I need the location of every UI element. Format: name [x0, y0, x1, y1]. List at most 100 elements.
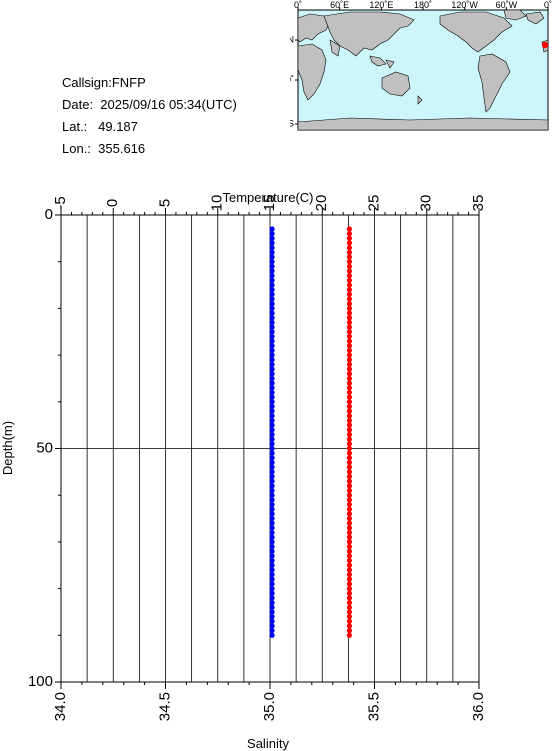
salinity-point [269, 347, 275, 354]
salinity-point [269, 562, 275, 568]
temperature-point [346, 315, 353, 321]
temperature-point [346, 249, 353, 255]
map-longitude-label: 60˚W [496, 0, 518, 10]
temperature-point [346, 497, 353, 503]
temperature-tick-label: -5 [52, 196, 69, 209]
temperature-point [346, 445, 353, 452]
salinity-tick-label: 34.0 [52, 692, 69, 721]
salinity-point [269, 455, 275, 461]
temperature-point [346, 478, 353, 484]
temperature-point [346, 431, 353, 438]
temperature-point [346, 282, 353, 288]
salinity-point [269, 441, 275, 447]
temperature-point [346, 347, 353, 354]
temperature-point [346, 389, 353, 396]
temperature-point [346, 525, 353, 531]
salinity-point [269, 632, 275, 638]
temperature-point [346, 553, 353, 559]
salinity-point [269, 478, 275, 484]
map-land [297, 9, 549, 131]
depth-tick-label: 100 [28, 673, 53, 690]
temperature-point [346, 427, 353, 433]
salinity-point [269, 287, 275, 293]
longitude-text: Lon.: 355.616 [62, 141, 146, 156]
callsign-text: Callsign:FNFP [62, 75, 146, 90]
salinity-point [269, 305, 275, 311]
temperature-point [346, 469, 353, 475]
temperature-point [346, 408, 353, 414]
salinity-tick-label: 35.0 [261, 692, 278, 721]
temperature-point [346, 301, 353, 307]
float-location-marker [541, 41, 549, 49]
location-map: 0˚ 60˚E 120˚E 180˚ 120˚W 60˚W 0˚ 60˚N 0˚ 60˚S [290, 0, 552, 131]
salinity-point [269, 464, 275, 470]
salinity-point [269, 604, 275, 610]
depth-tick-label: 50 [36, 439, 53, 456]
salinity-point [269, 492, 275, 498]
depth-axis: 0 50 100 [28, 206, 61, 690]
salinity-point [269, 553, 275, 559]
temperature-point [346, 417, 353, 424]
salinity-point [269, 282, 275, 288]
salinity-series [269, 226, 275, 638]
salinity-point [269, 576, 275, 582]
temperature-point [346, 413, 353, 419]
temperature-point [346, 319, 353, 326]
temperature-point [346, 399, 353, 405]
salinity-point [269, 529, 275, 536]
salinity-point [269, 623, 275, 629]
temperature-point [346, 576, 353, 582]
temperature-point [346, 487, 353, 494]
temperature-point [346, 595, 353, 601]
temperature-point [346, 600, 353, 606]
temperature-point [346, 492, 353, 498]
temperature-axis: -5 0 5 10 15 20 25 30 35 [52, 195, 487, 215]
salinity-axis-title: Salinity [247, 736, 289, 751]
salinity-point [269, 310, 275, 316]
salinity-tick-label: 34.5 [156, 692, 173, 721]
salinity-point [269, 399, 275, 405]
salinity-point [269, 343, 275, 349]
salinity-point [269, 277, 275, 283]
map-latitude-label: 60˚N [290, 34, 294, 44]
salinity-point [269, 469, 275, 475]
salinity-point [269, 333, 275, 340]
temperature-point [346, 455, 353, 461]
temperature-tick-label: 10 [209, 195, 226, 212]
temperature-tick-label: 30 [418, 195, 435, 212]
temperature-point [346, 604, 353, 610]
temperature-point [346, 483, 353, 489]
salinity-point [269, 459, 275, 466]
temperature-point [346, 226, 353, 232]
temperature-point [346, 618, 353, 624]
salinity-point [269, 431, 275, 438]
temperature-point [346, 473, 353, 480]
salinity-point [269, 567, 275, 573]
salinity-point [269, 319, 275, 326]
salinity-point [269, 268, 275, 274]
temperature-point [346, 543, 353, 550]
temperature-point [346, 305, 353, 311]
temperature-point [346, 464, 353, 470]
salinity-point [269, 450, 275, 456]
temperature-point [346, 506, 353, 512]
salinity-tick-label: 36.0 [470, 692, 487, 721]
temperature-point [346, 441, 353, 447]
temperature-point [346, 245, 353, 251]
salinity-point [269, 259, 275, 265]
salinity-point [269, 539, 275, 545]
salinity-point [269, 329, 275, 335]
temperature-point [346, 291, 353, 297]
temperature-point [346, 385, 353, 391]
map-latitude-label: 0˚ [290, 74, 294, 84]
map-longitude-label: 120˚E [369, 0, 393, 10]
salinity-point [269, 361, 275, 368]
temperature-point [346, 581, 353, 587]
temperature-point [346, 259, 353, 265]
salinity-point [269, 245, 275, 251]
temperature-point [346, 240, 353, 246]
temperature-tick-label: 5 [156, 199, 173, 207]
temperature-tick-label: 0 [104, 199, 121, 207]
salinity-point [269, 445, 275, 452]
